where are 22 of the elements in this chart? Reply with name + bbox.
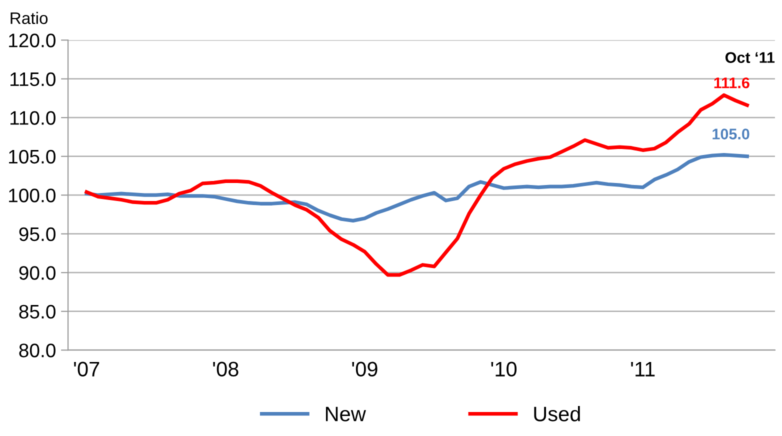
y-tick-label: 80.0 <box>19 344 56 358</box>
y-axis-title: Ratio <box>10 12 48 24</box>
x-tick-label: '10 <box>491 362 517 377</box>
y-tick-label: 85.0 <box>19 304 56 319</box>
y-tick-label: 90.0 <box>19 266 56 280</box>
x-tick-label: '09 <box>352 362 378 377</box>
x-tick-label: '07 <box>74 362 100 377</box>
y-tick-label: 95.0 <box>19 227 56 242</box>
line-series <box>84 93 749 277</box>
x-tick-label: '11 <box>631 362 655 376</box>
y-tick-label: 105.0 <box>9 150 56 164</box>
y-tick-label: 115.0 <box>10 72 56 86</box>
legend-label: New <box>326 406 366 422</box>
data-label: 105.0 <box>712 128 750 140</box>
legend-label: Used <box>534 406 580 422</box>
annotation: Oct ‘11 <box>725 52 775 63</box>
line-series <box>84 153 749 222</box>
x-tick-label: '08 <box>213 362 238 377</box>
y-tick-label: 110.0 <box>10 111 56 125</box>
y-tick-label: 120.0 <box>9 34 56 48</box>
y-tick-label: 100.0 <box>9 188 56 202</box>
data-label: 111.6 <box>714 77 750 88</box>
